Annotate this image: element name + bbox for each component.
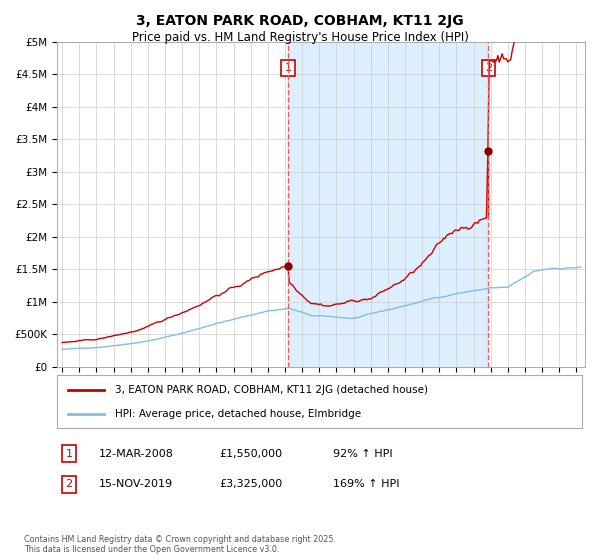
Text: Price paid vs. HM Land Registry's House Price Index (HPI): Price paid vs. HM Land Registry's House … — [131, 31, 469, 44]
Text: 1: 1 — [65, 449, 73, 459]
Text: HPI: Average price, detached house, Elmbridge: HPI: Average price, detached house, Elmb… — [115, 409, 361, 419]
Text: 12-MAR-2008: 12-MAR-2008 — [99, 449, 174, 459]
Text: 169% ↑ HPI: 169% ↑ HPI — [333, 479, 400, 489]
Bar — [288, 42, 488, 367]
Text: Contains HM Land Registry data © Crown copyright and database right 2025.
This d: Contains HM Land Registry data © Crown c… — [24, 535, 336, 554]
Text: 2: 2 — [65, 479, 73, 489]
Text: 1: 1 — [285, 63, 292, 73]
Text: £3,325,000: £3,325,000 — [219, 479, 282, 489]
Text: 15-NOV-2019: 15-NOV-2019 — [99, 479, 173, 489]
Text: 2: 2 — [485, 63, 492, 73]
Text: 3, EATON PARK ROAD, COBHAM, KT11 2JG (detached house): 3, EATON PARK ROAD, COBHAM, KT11 2JG (de… — [115, 385, 428, 395]
Text: 92% ↑ HPI: 92% ↑ HPI — [333, 449, 392, 459]
Text: £1,550,000: £1,550,000 — [219, 449, 282, 459]
Text: 3, EATON PARK ROAD, COBHAM, KT11 2JG: 3, EATON PARK ROAD, COBHAM, KT11 2JG — [136, 14, 464, 28]
